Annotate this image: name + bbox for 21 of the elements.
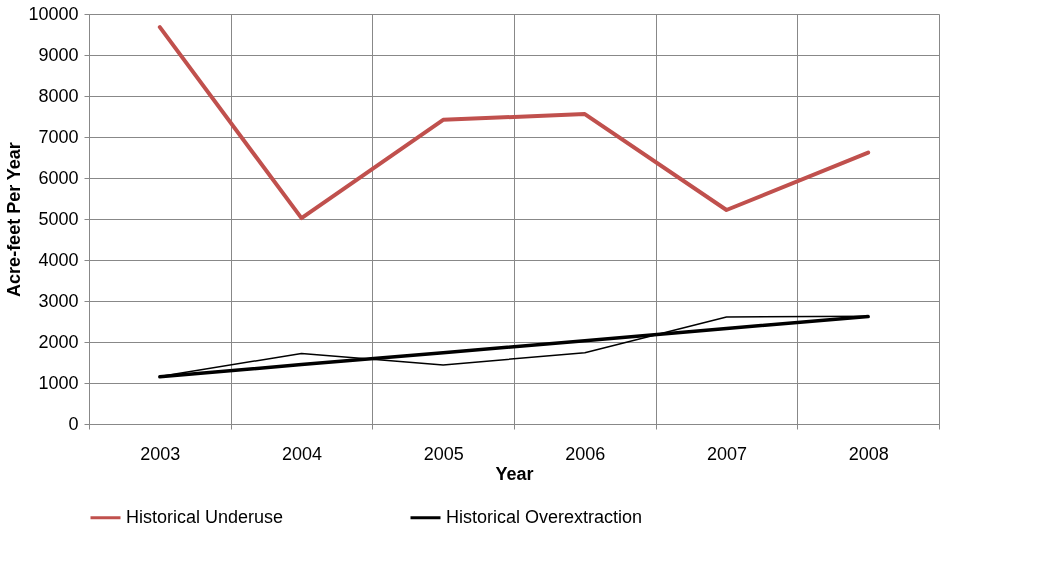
- y-tick-label: 9000: [38, 44, 79, 65]
- x-tick-label: 2008: [848, 443, 889, 464]
- y-tick-label: 5000: [38, 208, 79, 229]
- x-tick-label: 2004: [281, 443, 323, 464]
- y-tick-label: 7000: [38, 126, 79, 147]
- x-tick-label: 2003: [140, 443, 181, 464]
- y-tick-label: 1000: [38, 372, 79, 393]
- x-axis-title: Year: [495, 463, 534, 484]
- y-tick-label: 10000: [28, 3, 79, 24]
- legend-label: Historical Underuse: [126, 506, 284, 527]
- legend-label: Historical Overextraction: [446, 506, 643, 527]
- y-tick-label: 3000: [38, 290, 79, 311]
- x-tick-label: 2006: [565, 443, 606, 464]
- y-tick-label: 8000: [38, 85, 79, 106]
- y-tick-label: 4000: [38, 249, 79, 270]
- x-tick-label: 2005: [423, 443, 464, 464]
- y-tick-label: 0: [68, 413, 79, 434]
- y-tick-label: 6000: [38, 167, 79, 188]
- x-tick-label: 2007: [706, 443, 748, 464]
- y-tick-label: 2000: [38, 331, 79, 352]
- y-axis-title: Acre-feet Per Year: [4, 142, 25, 297]
